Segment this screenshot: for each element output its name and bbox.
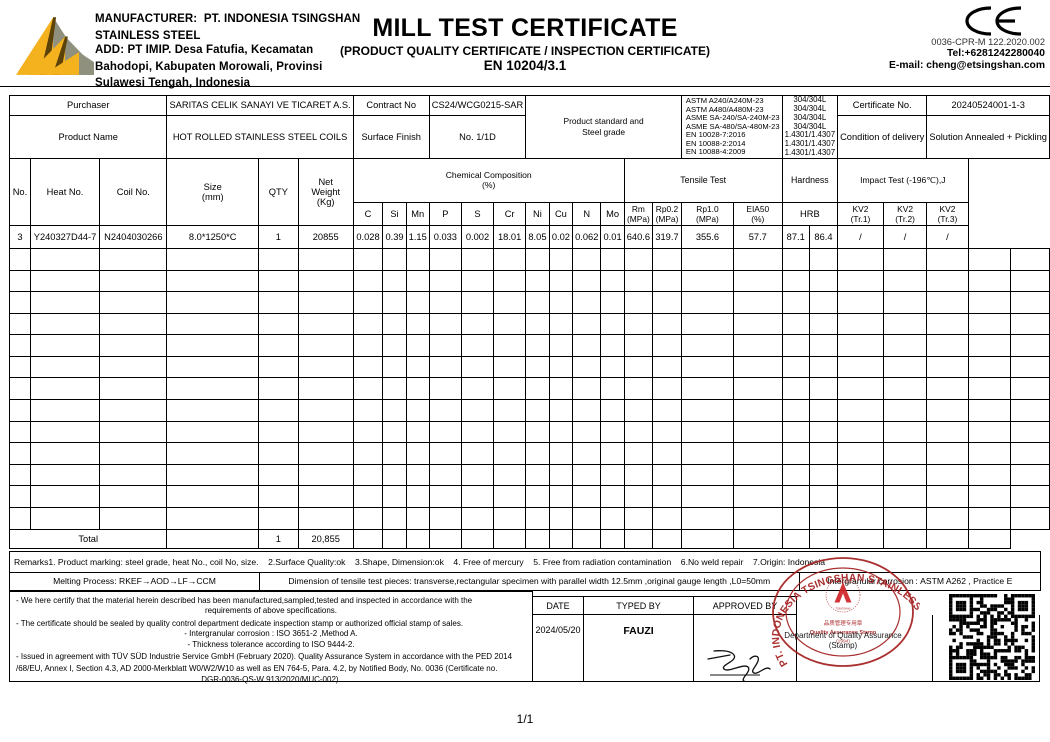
svg-text:TSINGSHAN: TSINGSHAN — [835, 607, 850, 611]
svg-text:品质管理专用章: 品质管理专用章 — [824, 619, 863, 627]
